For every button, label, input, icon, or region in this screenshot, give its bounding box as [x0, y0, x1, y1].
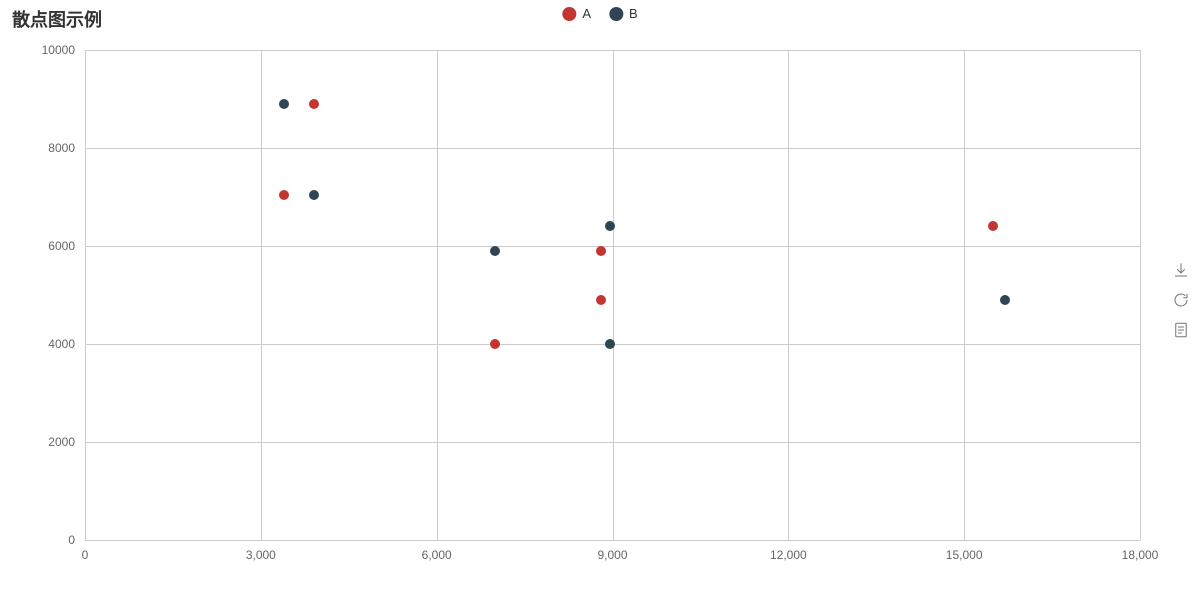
scatter-point-a[interactable]: [988, 221, 998, 231]
scatter-point-b[interactable]: [309, 190, 319, 200]
restore-icon[interactable]: [1172, 291, 1190, 309]
grid-line-vertical: [964, 50, 965, 540]
grid-line-vertical: [261, 50, 262, 540]
grid-line-vertical: [437, 50, 438, 540]
chart-title: 散点图示例: [12, 6, 102, 32]
data-view-icon[interactable]: [1172, 321, 1190, 339]
legend-swatch-icon: [562, 7, 576, 21]
grid-line-vertical: [85, 50, 86, 540]
x-tick-label: 3,000: [246, 548, 276, 562]
y-tick-label: 4000: [15, 337, 75, 351]
scatter-point-b[interactable]: [605, 339, 615, 349]
legend-item-b[interactable]: B: [609, 6, 638, 21]
x-tick-label: 9,000: [597, 548, 627, 562]
x-tick-label: 0: [82, 548, 89, 562]
legend-item-a[interactable]: A: [562, 6, 591, 21]
scatter-point-b[interactable]: [490, 246, 500, 256]
y-tick-label: 8000: [15, 141, 75, 155]
save-image-icon[interactable]: [1172, 261, 1190, 279]
grid-line-vertical: [1140, 50, 1141, 540]
x-tick-label: 18,000: [1122, 548, 1159, 562]
scatter-point-a[interactable]: [596, 246, 606, 256]
grid-line-horizontal: [85, 50, 1140, 51]
y-tick-label: 6000: [15, 239, 75, 253]
y-tick-label: 2000: [15, 435, 75, 449]
legend-label: A: [582, 6, 591, 21]
scatter-point-a[interactable]: [490, 339, 500, 349]
y-tick-label: 10000: [15, 43, 75, 57]
scatter-point-a[interactable]: [279, 190, 289, 200]
grid-line-vertical: [788, 50, 789, 540]
plot-area: 03,0006,0009,00012,00015,00018,000020004…: [85, 50, 1140, 540]
legend-swatch-icon: [609, 7, 623, 21]
legend-label: B: [629, 6, 638, 21]
legend: AB: [562, 6, 637, 21]
scatter-point-a[interactable]: [596, 295, 606, 305]
scatter-point-b[interactable]: [605, 221, 615, 231]
x-tick-label: 12,000: [770, 548, 807, 562]
x-tick-label: 15,000: [946, 548, 983, 562]
grid-line-horizontal: [85, 540, 1140, 541]
y-tick-label: 0: [15, 533, 75, 547]
grid-line-horizontal: [85, 442, 1140, 443]
grid-line-vertical: [613, 50, 614, 540]
grid-line-horizontal: [85, 246, 1140, 247]
grid-line-horizontal: [85, 148, 1140, 149]
toolbox: [1172, 261, 1190, 339]
scatter-point-a[interactable]: [309, 99, 319, 109]
scatter-point-b[interactable]: [1000, 295, 1010, 305]
scatter-point-b[interactable]: [279, 99, 289, 109]
x-tick-label: 6,000: [422, 548, 452, 562]
